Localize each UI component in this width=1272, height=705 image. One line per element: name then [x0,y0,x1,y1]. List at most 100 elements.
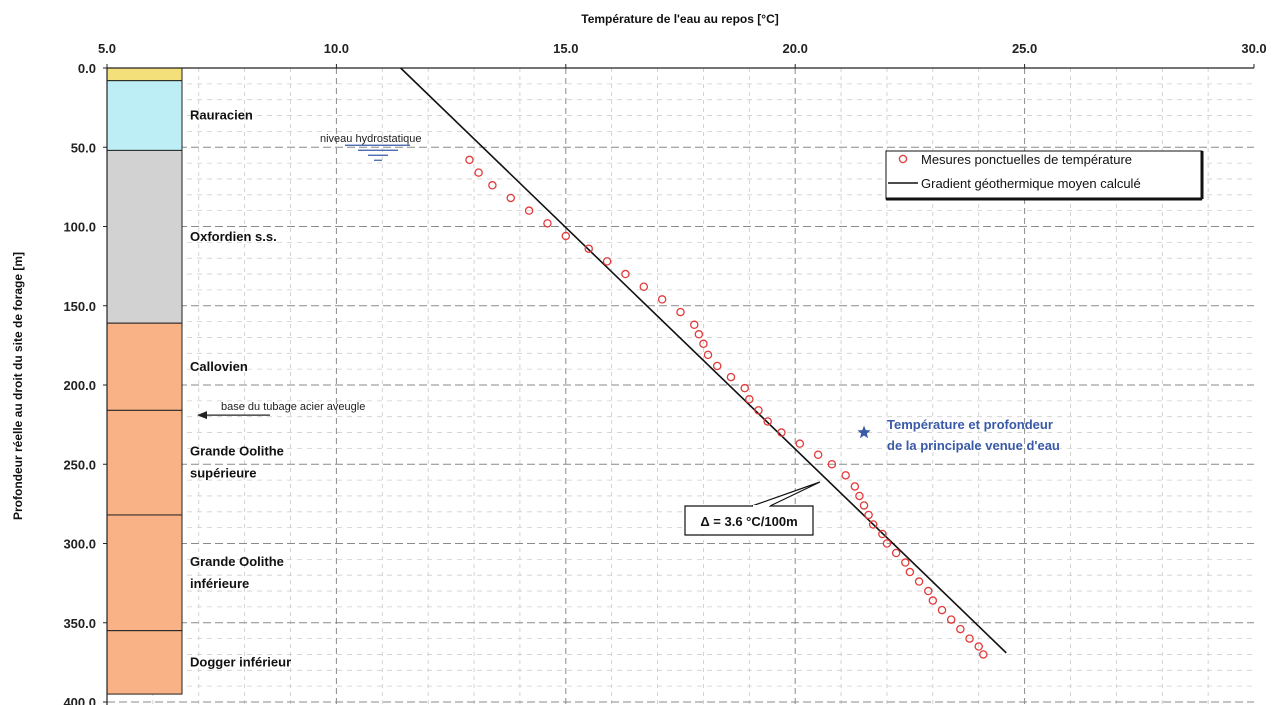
temperature-point [754,406,763,415]
stratum-label: Dogger inférieur [190,654,291,669]
temperature-point [905,567,915,577]
y-tick-label: 250.0 [63,457,96,472]
stratum-label: Grande Oolithe [190,554,284,569]
x-tick-label: 20.0 [783,41,808,56]
temperature-point [882,539,892,548]
temperature-point [726,372,736,382]
y-tick-label: 0.0 [78,61,96,76]
temperature-point [777,428,786,437]
temperature-point [763,417,772,426]
temperature-point [694,330,704,339]
temperature-point [974,642,983,651]
temperature-point [956,624,965,634]
temperature-point [657,295,667,304]
x-axis-ticks: 5.0 10.0 15.0 20.0 25.0 30.0 [98,41,1267,68]
stratum-layer [106,630,183,695]
temperature-point [979,650,988,659]
stratum-layer [106,514,183,632]
y-axis-title: Profondeur réelle au droit du site de fo… [11,252,25,520]
x-tick-label: 30.0 [1241,41,1266,56]
y-axis-ticks: 0.0 50.0 100.0 150.0 200.0 250.0 300.0 350.0 400… [63,61,107,705]
temperature-point [699,339,708,349]
temperature-point [914,577,924,586]
temperature-point [602,257,612,266]
stratum-label: Callovien [190,359,248,374]
temperature-points-series [465,155,988,659]
gradient-callout-pointer [751,481,821,507]
y-tick-label: 300.0 [63,537,96,552]
temperature-point [813,450,823,459]
y-tick-label: 100.0 [63,220,96,235]
temperature-point [543,219,552,228]
temperature-point [924,586,933,596]
stratum-layer [106,409,183,516]
stratum-label: supérieure [190,466,256,481]
temperature-point [690,320,699,330]
casing-arrow-head [197,411,207,420]
y-tick-label: 350.0 [63,616,96,631]
gradient-line [400,67,1007,654]
temperature-point [506,193,515,203]
temperature-point [868,520,878,529]
temperature-point [946,615,956,624]
x-tick-label: 10.0 [324,41,349,56]
x-tick-label: 15.0 [553,41,578,56]
gradient-line-series [400,67,1007,654]
casing-label: base du tubage acier aveugle [221,401,365,413]
temperature-point [850,482,860,491]
y-tick-label: 50.0 [71,140,96,155]
stratum-label: Rauracien [190,108,253,123]
temperature-point [488,181,497,190]
legend-label-line: Gradient géothermique moyen calculé [921,176,1141,191]
temperature-point [561,231,571,241]
legend-marker-points [898,154,908,164]
water-inflow-star-icon [857,425,871,439]
x-tick-label: 5.0 [98,41,116,56]
temperature-point [639,282,649,291]
temperature-point [928,596,938,605]
axes [106,67,1254,705]
temperature-point [937,605,947,615]
legend-box [885,150,1203,200]
temperature-point [712,361,722,371]
stratum-layer [106,149,183,324]
temperature-point [584,244,593,253]
temperature-point [901,558,910,567]
stratum-layer [106,67,183,82]
annotations: niveau hydrostatique base du tubage acier… [197,133,1060,536]
y-tick-label: 150.0 [63,299,96,314]
y-tick-label: 400.0 [63,695,96,705]
water-inflow-label: Température et profondeur [887,417,1053,432]
temperature-point [745,395,754,404]
strata-column: Rauracien Oxfordien s.s. Callovien Grande O… [106,67,291,695]
water-inflow-label: de la principale venue d'eau [887,438,1060,453]
stratum-layer [106,80,183,151]
x-axis-title: Température de l'eau au repos [°C] [581,12,778,26]
temperature-point [740,383,749,393]
temperature-point [841,471,850,480]
temperature-point [703,350,713,360]
stratum-layer [106,322,183,411]
temperature-point [465,155,474,165]
temperature-point [524,206,534,215]
temperature-point [965,634,974,643]
x-tick-label: 25.0 [1012,41,1037,56]
temperature-point [621,269,630,279]
temperature-point [878,529,887,539]
temperature-point [474,168,483,177]
temperature-point [676,307,685,317]
hydrostatic-level-label: niveau hydrostatique [320,133,422,145]
y-tick-label: 200.0 [63,378,96,393]
temperature-point [795,439,805,448]
stratum-label: inférieure [190,576,249,591]
temperature-point [827,459,837,469]
gradient-callout-label: Δ = 3.6 °C/100m [700,514,797,529]
stratum-label: Oxfordien s.s. [190,229,277,244]
temperature-point [859,501,869,510]
temperature-point [864,510,873,520]
temperature-point [855,491,864,501]
temperature-point [891,548,901,558]
legend-label-points: Mesures ponctuelles de température [921,152,1132,167]
grid [107,68,1254,705]
